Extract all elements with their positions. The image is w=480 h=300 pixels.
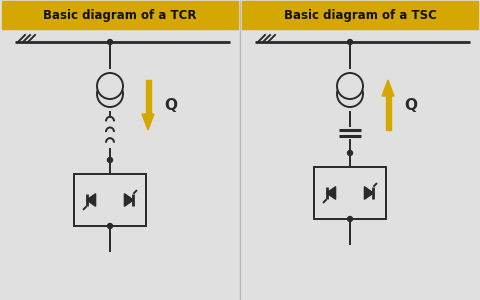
Polygon shape [364,187,373,199]
Text: Basic diagram of a TCR: Basic diagram of a TCR [43,8,197,22]
Circle shape [337,73,363,99]
Polygon shape [145,80,151,114]
Polygon shape [124,194,133,206]
Circle shape [348,151,352,155]
Circle shape [108,40,112,44]
Text: Q: Q [404,98,417,112]
Circle shape [97,81,123,107]
FancyBboxPatch shape [242,1,478,29]
Polygon shape [142,114,154,130]
Circle shape [108,158,112,163]
Polygon shape [86,194,96,206]
Circle shape [108,224,112,229]
Text: Q: Q [164,98,177,112]
Circle shape [337,81,363,107]
Circle shape [348,217,352,221]
FancyBboxPatch shape [2,1,238,29]
Polygon shape [385,96,391,130]
Polygon shape [382,80,394,96]
Text: Basic diagram of a TSC: Basic diagram of a TSC [284,8,436,22]
Circle shape [348,40,352,44]
Circle shape [97,73,123,99]
Polygon shape [326,187,336,199]
